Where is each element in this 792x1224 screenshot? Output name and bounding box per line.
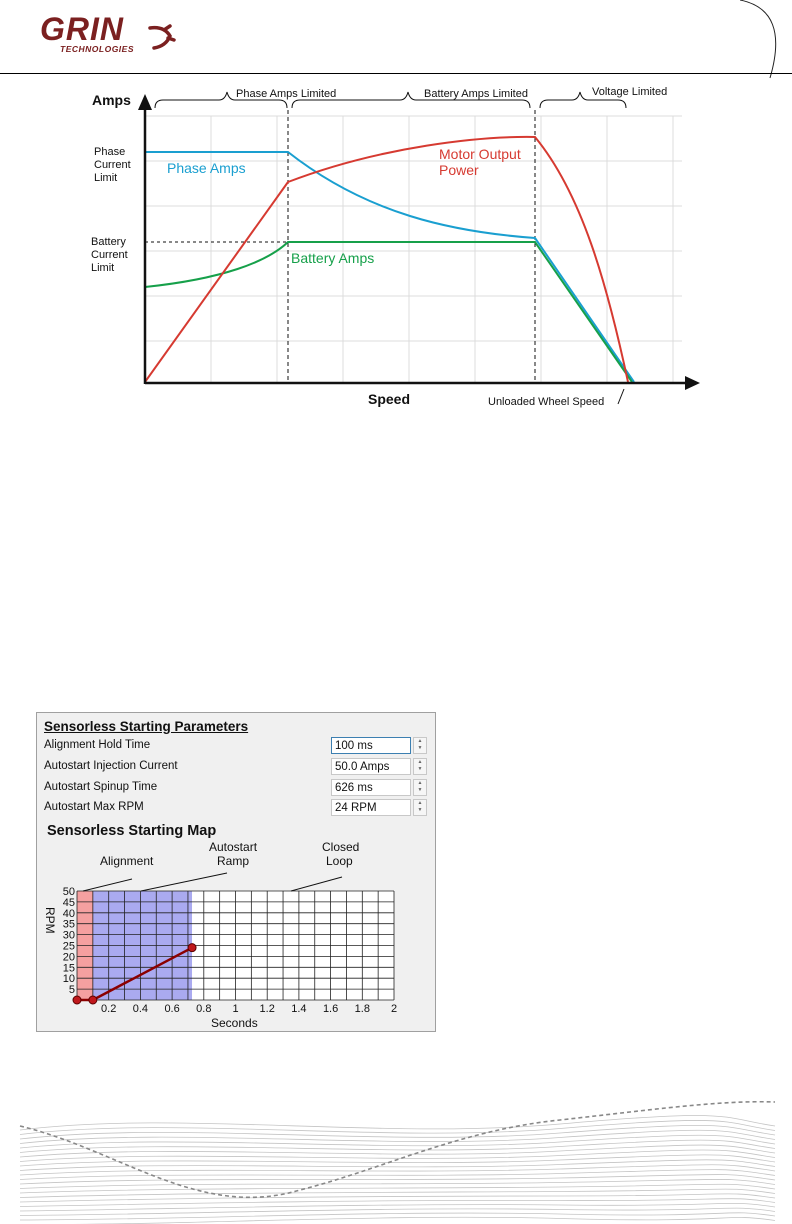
param-label: Autostart Injection Current [44,760,178,772]
marker-tick [617,388,625,405]
spin-down-icon[interactable]: ▼ [417,787,423,793]
x-tick-label: 0.8 [196,1003,211,1015]
unloaded-wheel-speed-label: Unloaded Wheel Speed [488,396,604,408]
autostart-label: Autostart [209,841,258,854]
x-tick-label: 0.4 [133,1003,148,1015]
ramp-label: Ramp [217,854,249,868]
series-phase-amps-line [145,151,635,383]
autostart-max-rpm-spinner[interactable]: ▲ ▼ [413,799,427,816]
x-tick-label: 1.4 [291,1003,306,1015]
region-label-phase-amps-limited: Phase Amps Limited [236,88,336,100]
x-tick-label: 1 [232,1003,238,1015]
x-tick-label: 2 [391,1003,397,1015]
region-label-battery-amps-limited: Battery Amps Limited [424,88,528,100]
spin-up-icon[interactable]: ▲ [417,780,423,786]
spin-up-icon[interactable]: ▲ [417,738,423,744]
y-tick-label: 25 [63,941,75,953]
series-motor-output-power-line [144,135,629,383]
x-axis-label: Speed [368,391,410,407]
spin-up-icon[interactable]: ▲ [417,800,423,806]
autostart-injection-current-input[interactable] [331,758,411,775]
param-label: Autostart Max RPM [44,801,144,813]
loop-label: Loop [326,854,353,868]
x-tick-label: 1.6 [323,1003,338,1015]
ramp-point [88,995,98,1005]
phase-current-limit-label: Phase Current Limit [94,146,131,184]
y-tick-label: 35 [63,919,75,931]
closed-label: Closed [322,841,359,854]
param-row-autostart-max-rpm: Autostart Max RPM ▲▼ [44,799,429,817]
autostart-spinup-time-input[interactable] [331,779,411,796]
param-row-autostart-spinup-time: Autostart Spinup Time ▲▼ [44,779,429,797]
plug-icon [148,24,176,50]
series-battery-amps-label: Battery Amps [291,250,374,266]
param-row-autostart-injection-current: Autostart Injection Current ▲▼ [44,758,429,776]
spin-down-icon[interactable]: ▼ [417,807,423,813]
closed-loop-pointer [290,876,343,892]
region-brace-battery [291,91,531,109]
alignment-label: Alignment [100,854,154,868]
y-axis-arrow-icon [138,94,152,110]
param-label: Autostart Spinup Time [44,781,158,793]
header-divider [0,73,792,74]
map-title: Sensorless Starting Map [47,823,217,839]
y-tick-label: 5 [69,984,75,996]
spin-down-icon[interactable]: ▼ [417,766,423,772]
logo-subtitle: TECHNOLOGIES [60,44,134,54]
series-phase-amps-label: Phase Amps [167,160,246,176]
series-battery-amps-line [144,241,633,383]
chart-grid [145,115,682,382]
sensorless-starting-map: 0.2 0.4 0.6 0.8 1 1.2 1.4 1.6 1.8 2 50454035302520… [43,841,397,1030]
x-tick-label: 0.2 [101,1003,116,1015]
y-axis-label: Amps [92,92,131,108]
map-x-axis-label: Seconds [211,1016,258,1030]
motor-current-chart: Amps Speed Unloaded Wheel Speed Phase Am… [91,86,700,408]
series-motor-output-power-label: Motor Output Power [439,146,521,178]
x-axis-arrow-icon [685,376,700,390]
alignment-pointer [82,878,133,892]
x-tick-label: 1.8 [355,1003,370,1015]
y-tick-label: 50 [63,886,75,898]
battery-current-limit-label: Battery Current Limit [91,236,128,274]
footer-decoration [19,1100,776,1224]
corner-swoosh [740,0,777,79]
autostart-spinup-time-spinner[interactable]: ▲ ▼ [413,779,427,796]
spin-down-icon[interactable]: ▼ [417,745,423,751]
y-tick-label: 45 [63,897,75,909]
y-tick-label: 20 [63,951,75,963]
param-row-alignment-hold-time: Alignment Hold Time ▲▼ [44,737,429,755]
alignment-hold-time-input[interactable] [331,737,411,754]
region-brace-voltage [539,91,627,109]
ramp-point [72,995,82,1005]
ramp-point [187,943,197,953]
x-tick-label: 0.6 [164,1003,179,1015]
region-brace-phase [154,91,288,109]
footer-wave-lines [19,1115,776,1224]
logo-wordmark: GRIN [40,11,124,47]
y-tick-label: 15 [63,962,75,974]
x-tick-label: 1.2 [260,1003,275,1015]
autostart-injection-current-spinner[interactable]: ▲ ▼ [413,758,427,775]
map-y-axis-label: RPM [43,907,57,934]
panel-title: Sensorless Starting Parameters [44,719,249,734]
sensorless-starting-panel: Sensorless Starting Parameters Alignment… [36,712,436,1032]
alignment-hold-time-spinner[interactable]: ▲ ▼ [413,737,427,754]
param-label: Alignment Hold Time [44,739,151,751]
y-tick-label: 40 [63,908,75,920]
region-label-voltage-limited: Voltage Limited [592,86,667,98]
ramp-pointer [140,872,228,892]
y-tick-label: 10 [63,973,75,985]
spin-up-icon[interactable]: ▲ [417,759,423,765]
autostart-max-rpm-input[interactable] [331,799,411,816]
grin-technologies-logo: GRIN TECHNOLOGIES [40,11,176,54]
y-tick-label: 30 [63,930,75,942]
